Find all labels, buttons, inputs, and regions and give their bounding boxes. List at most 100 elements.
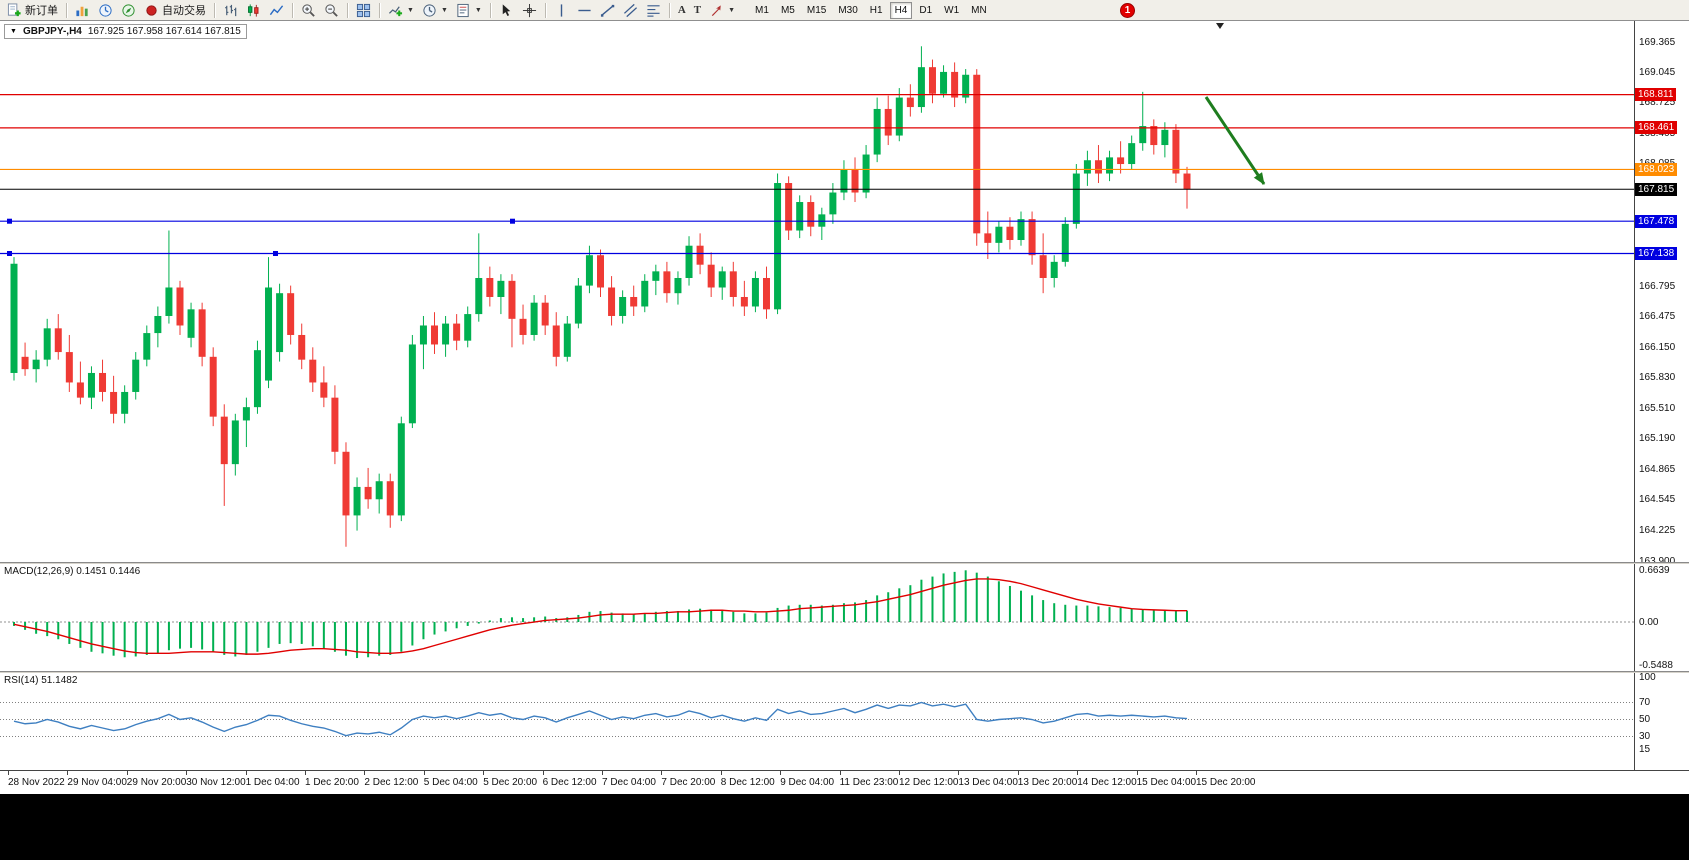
tile-windows-icon [356, 3, 371, 17]
timeframe-MN[interactable]: MN [971, 4, 987, 16]
time-axis-tick [1136, 771, 1138, 775]
price-level-label: 167.478 [1635, 214, 1678, 228]
line-handle[interactable] [7, 250, 12, 256]
candle-body [862, 154, 870, 193]
candle-body [563, 323, 571, 357]
chart-header: ▼ GBPJPY-,H4 167.925 167.958 167.614 167… [4, 24, 247, 39]
timeframe-M5[interactable]: M5 [780, 4, 795, 16]
candle-body [718, 271, 726, 288]
time-axis-label: 7 Dec 20:00 [661, 777, 716, 788]
new-order-button[interactable]: 新订单 [3, 1, 62, 20]
line-handle[interactable] [273, 250, 278, 256]
timeframe-H1[interactable]: H1 [869, 4, 883, 16]
time-axis-label: 14 Dec 12:00 [1077, 777, 1137, 788]
price-axis-label: 163.900 [1639, 555, 1676, 563]
candle-body [785, 183, 793, 231]
candlestick-mode-button[interactable] [242, 1, 265, 20]
time-axis[interactable]: 28 Nov 2022 29 Nov 04:00 29 Nov 20:00 30 No… [0, 770, 1689, 794]
rsi-axis-label: 50 [1639, 714, 1651, 725]
price-axis-label: 169.045 [1639, 66, 1676, 78]
market-watch-button[interactable] [71, 1, 94, 20]
templates-dropdown-button[interactable]: ▼ [452, 1, 486, 20]
panel-separator[interactable] [0, 671, 1689, 673]
rsi-panel[interactable]: RSI(14) 51.1482 [0, 673, 1635, 770]
trendline-tool-button[interactable] [596, 1, 619, 20]
price-axis-label: 166.475 [1639, 310, 1676, 322]
text-tool-button[interactable]: A [674, 1, 690, 20]
cursor-tool-button[interactable] [495, 1, 518, 20]
candle-body [10, 263, 18, 373]
candle-body [685, 245, 693, 278]
autotrading-button[interactable]: 自动交易 [140, 1, 210, 20]
candle-body [265, 287, 273, 381]
candle-body [541, 302, 549, 326]
main-chart-plot[interactable]: ▼ GBPJPY-,H4 167.925 167.958 167.614 167… [0, 21, 1635, 562]
crosshair-tool-button[interactable] [518, 1, 541, 20]
rsi-chart[interactable] [0, 673, 1634, 770]
annotation-arrow[interactable] [1204, 96, 1266, 185]
timeframe-D1[interactable]: D1 [919, 4, 933, 16]
candle-body [1028, 219, 1036, 256]
fibonacci-tool-button[interactable] [642, 1, 665, 20]
zoom-out-button[interactable] [320, 1, 343, 20]
new-order-label: 新订单 [25, 5, 58, 17]
time-axis-label: 13 Dec 04:00 [958, 777, 1018, 788]
macd-chart[interactable] [0, 564, 1634, 671]
candle-body [464, 314, 472, 341]
toolbar-separator [668, 2, 670, 18]
time-axis-tick [126, 771, 128, 775]
chart-header-collapse-icon[interactable]: ▼ [10, 28, 17, 35]
time-axis-label: 15 Dec 20:00 [1196, 777, 1256, 788]
history-center-button[interactable] [94, 1, 117, 20]
chevron-down-icon: ▼ [407, 6, 414, 14]
bar-chart-mode-button[interactable] [219, 1, 242, 20]
timeframe-M15[interactable]: M15 [806, 4, 827, 16]
macd-signal-line [13, 578, 1187, 655]
horizontal-line-tool-button[interactable] [573, 1, 596, 20]
notification-badge[interactable]: 1 [1120, 3, 1135, 18]
candle-body [1161, 129, 1169, 146]
periods-dropdown-button[interactable]: ▼ [418, 1, 452, 20]
arrow-shape-icon [711, 4, 721, 16]
panel-separator[interactable] [0, 562, 1689, 564]
candle-body [375, 481, 383, 500]
clock-icon [99, 3, 112, 17]
line-handle[interactable] [7, 218, 12, 224]
template-icon [457, 3, 469, 17]
candles-layer [10, 46, 1191, 547]
candle-body [1050, 261, 1058, 278]
indicators-dropdown-button[interactable]: ▼ [384, 1, 418, 20]
arrows-dropdown-button[interactable]: ▼ [705, 1, 739, 20]
chevron-down-icon: ▼ [728, 6, 736, 14]
timeframe-M30[interactable]: M30 [838, 4, 858, 16]
text-label-tool-button[interactable]: T [690, 1, 705, 20]
candle-body [619, 296, 627, 316]
timeframe-M1[interactable]: M1 [755, 4, 769, 16]
rsi-axis-label: 70 [1639, 697, 1651, 708]
navigator-button[interactable] [117, 1, 140, 20]
timeframe-H4[interactable]: H4 [889, 1, 913, 19]
candle-body [906, 97, 914, 108]
toolbar-separator [292, 2, 293, 18]
line-handle[interactable] [510, 218, 515, 224]
chart-shift-marker-icon[interactable] [1216, 23, 1224, 29]
vertical-line-tool-button[interactable] [550, 1, 573, 20]
time-axis-tick [67, 771, 69, 775]
macd-panel[interactable]: MACD(12,26,9) 0.1451 0.1446 [0, 564, 1635, 671]
candle-body [220, 416, 228, 465]
candle-body [574, 285, 582, 324]
macd-label: MACD(12,26,9) 0.1451 0.1446 [4, 566, 141, 577]
timeframe-W1[interactable]: W1 [944, 4, 960, 16]
candlestick-chart[interactable] [0, 21, 1634, 562]
channel-tool-button[interactable] [619, 1, 642, 20]
candle-body [851, 169, 859, 193]
candle-body [32, 359, 40, 370]
time-axis-tick [1017, 771, 1019, 775]
chart-window-icon [76, 6, 88, 16]
zoom-in-button[interactable] [297, 1, 320, 20]
line-chart-mode-button[interactable] [265, 1, 288, 20]
price-axis[interactable]: 169.365169.045168.725168.405168.085167.7… [1635, 21, 1689, 562]
tile-windows-button[interactable] [352, 1, 375, 20]
time-axis-tick [839, 771, 841, 775]
candle-body [652, 271, 660, 281]
